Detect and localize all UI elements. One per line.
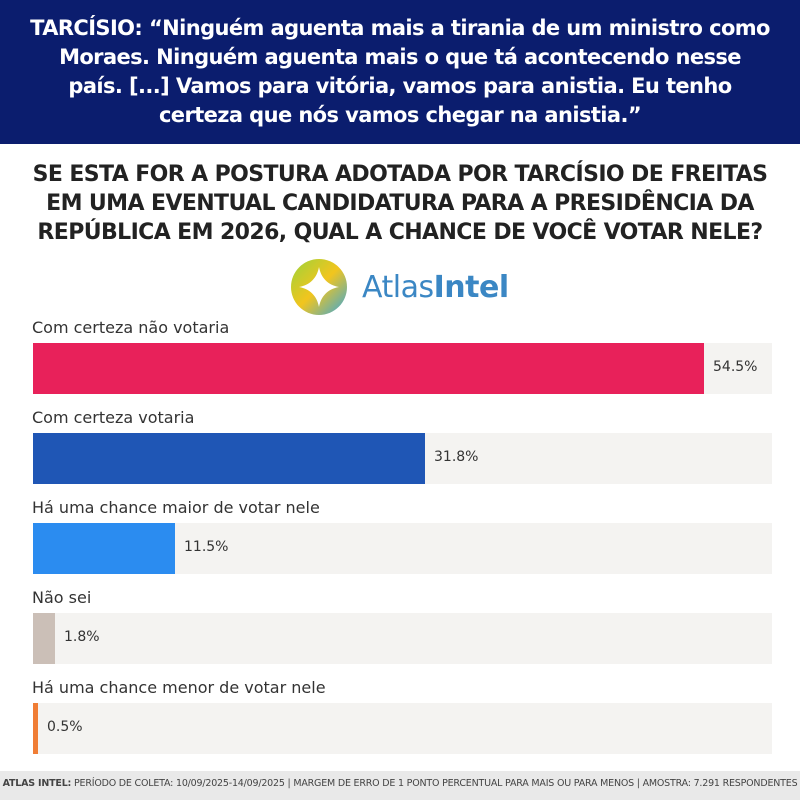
atlasintel-wordmark: AtlasIntel — [362, 270, 509, 305]
footer-source: ATLAS INTEL: — [2, 778, 72, 789]
bar-track: 54.5% — [33, 343, 772, 394]
bar — [33, 433, 425, 484]
chart-row: Há uma chance menor de votar nele 0.5% — [30, 678, 772, 768]
wordmark-intel: Intel — [433, 269, 510, 305]
chart-row: Com certeza votaria 31.8% — [30, 408, 772, 498]
poll-question: SE ESTA FOR A POSTURA ADOTADA POR TARCÍS… — [30, 160, 770, 247]
bar — [33, 523, 175, 574]
quote-body: “Ninguém aguenta mais a tirania de um mi… — [59, 16, 770, 127]
poll-question-line-2: EM UMA EVENTUAL CANDIDATURA PARA A PRESI… — [46, 191, 754, 216]
quote-text: TARCÍSIO: “Ninguém aguenta mais a tirani… — [30, 14, 770, 130]
category-label: Não sei — [32, 588, 92, 607]
bar — [33, 613, 55, 664]
category-label: Com certeza não votaria — [32, 318, 230, 337]
footer-text: PERÍODO DE COLETA: 10/09/2025-14/09/2025… — [73, 778, 798, 789]
quote-speaker: TARCÍSIO: — [30, 16, 143, 40]
category-label: Com certeza votaria — [32, 408, 195, 427]
poll-question-line-3: REPÚBLICA EM 2026, QUAL A CHANCE DE VOCÊ… — [37, 220, 763, 245]
bar — [33, 343, 704, 394]
bar — [33, 703, 38, 754]
bar-track: 0.5% — [33, 703, 772, 754]
methodology-footer: ATLAS INTEL: PERÍODO DE COLETA: 10/09/20… — [0, 771, 800, 800]
chart-row: Não sei 1.8% — [30, 588, 772, 678]
atlasintel-logo: AtlasIntel — [290, 258, 520, 316]
value-label: 11.5% — [184, 539, 229, 555]
bar-track: 31.8% — [33, 433, 772, 484]
category-label: Há uma chance menor de votar nele — [32, 678, 326, 697]
quote-banner: TARCÍSIO: “Ninguém aguenta mais a tirani… — [0, 0, 800, 144]
value-label: 54.5% — [713, 359, 758, 375]
value-label: 0.5% — [47, 719, 83, 735]
value-label: 31.8% — [434, 449, 479, 465]
bar-track: 1.8% — [33, 613, 772, 664]
bar-track: 11.5% — [33, 523, 772, 574]
category-label: Há uma chance maior de votar nele — [32, 498, 320, 517]
poll-question-line-1: SE ESTA FOR A POSTURA ADOTADA POR TARCÍS… — [32, 162, 768, 187]
chart-row: Com certeza não votaria 54.5% — [30, 318, 772, 408]
value-label: 1.8% — [64, 629, 100, 645]
atlasintel-logo-icon — [291, 259, 347, 315]
wordmark-atlas: Atlas — [362, 269, 434, 305]
chart-row: Há uma chance maior de votar nele 11.5% — [30, 498, 772, 588]
